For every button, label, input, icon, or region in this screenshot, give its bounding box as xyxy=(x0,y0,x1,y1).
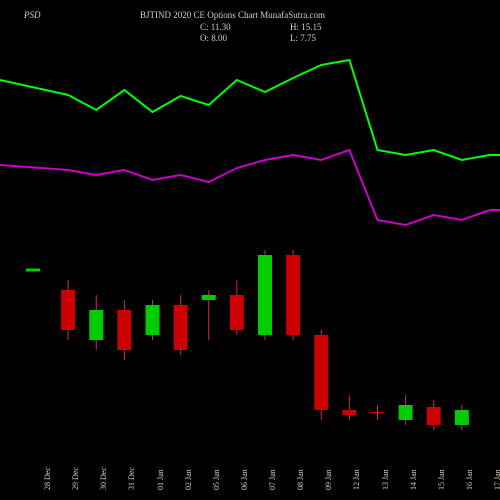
x-axis-label: 28 Dec xyxy=(43,467,52,490)
candle-body xyxy=(146,305,160,335)
candle-body xyxy=(117,310,131,350)
x-axis-label: 31 Dec xyxy=(127,467,136,490)
x-axis-label: 16 Jan xyxy=(465,469,474,490)
x-axis-label: 15 Jan xyxy=(437,469,446,490)
candle-body xyxy=(314,335,328,410)
chart-root: PSD BJTIND 2020 CE Options Chart MunafaS… xyxy=(0,0,500,500)
x-axis-label: 02 Jan xyxy=(184,469,193,490)
indicator-line xyxy=(0,150,500,225)
candle-body xyxy=(342,410,356,415)
candle-body xyxy=(258,255,272,335)
candle-body xyxy=(61,290,75,330)
candle-body xyxy=(230,295,244,330)
x-axis-label: 30 Dec xyxy=(99,467,108,490)
x-axis-label: 29 Dec xyxy=(71,467,80,490)
x-axis-label: 01 Jan xyxy=(156,469,165,490)
candle-body xyxy=(455,410,469,425)
candle-body xyxy=(427,407,441,425)
candle-body xyxy=(202,295,216,300)
x-axis-label: 17 Jan xyxy=(493,469,500,490)
x-axis-label: 08 Jan xyxy=(296,469,305,490)
x-axis-label: 07 Jan xyxy=(268,469,277,490)
x-axis-label: 09 Jan xyxy=(324,469,333,490)
candle-body xyxy=(286,255,300,335)
candle-body xyxy=(371,412,385,413)
indicator-line xyxy=(0,60,500,160)
candle-body xyxy=(174,305,188,350)
x-axis-label: 06 Jan xyxy=(240,469,249,490)
x-axis-label: 12 Jan xyxy=(352,469,361,490)
candle-body xyxy=(399,405,413,420)
x-axis-label: 13 Jan xyxy=(381,469,390,490)
x-axis-label: 05 Jan xyxy=(212,469,221,490)
chart-svg xyxy=(0,0,500,500)
x-axis-label: 14 Jan xyxy=(409,469,418,490)
candle-body xyxy=(89,310,103,340)
